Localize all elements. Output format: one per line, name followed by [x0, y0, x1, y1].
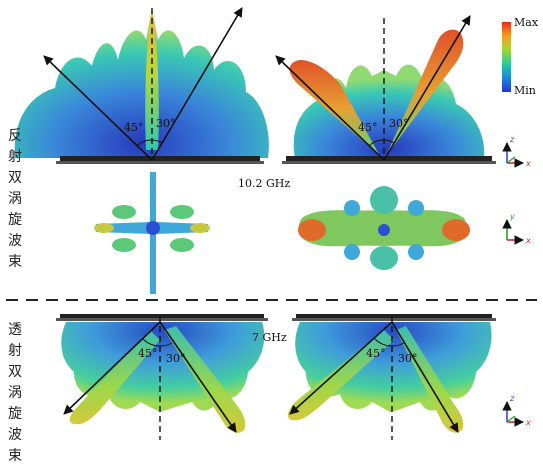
- axis-label-z: z: [509, 394, 515, 403]
- angle-arc-left: [142, 338, 161, 347]
- colorbar-max-label: Max: [514, 16, 539, 29]
- beam-arrow-45: [63, 321, 161, 415]
- center-node: [146, 221, 160, 235]
- angle-arc-left: [136, 139, 153, 147]
- reflection-pattern-right: [289, 29, 485, 158]
- lobe: [112, 205, 136, 219]
- metasurface-plate-edge: [56, 318, 268, 321]
- side-lobe-left-red: [289, 60, 380, 156]
- lobe: [370, 186, 398, 214]
- beam-arrow-30: [159, 321, 237, 433]
- axis-label-x: x: [525, 236, 531, 245]
- transmission-pattern-right: [287, 322, 492, 433]
- axis-triad-xz-top: z x: [502, 135, 531, 168]
- angle-label-45: 45°: [358, 121, 378, 134]
- reflection-pattern-left: [14, 8, 269, 158]
- angle-label-45: 45°: [124, 121, 144, 134]
- angle-label-45: 45°: [366, 347, 386, 360]
- angle-label-30: 30°: [156, 117, 176, 130]
- lobe: [370, 246, 398, 270]
- beam-arrow-45: [275, 55, 385, 161]
- metasurface-plate: [60, 156, 260, 162]
- metasurface-plate-edge: [292, 318, 496, 321]
- axis-triad-xz-bottom: z x: [502, 394, 531, 427]
- reflection-label: 反 射 双 涡 旋 波 束: [8, 128, 22, 270]
- angle-arc-right: [159, 342, 173, 347]
- lobe: [344, 244, 360, 260]
- colorbar: [502, 22, 511, 92]
- angle-arc-right: [151, 139, 163, 144]
- metasurface-plate: [286, 156, 492, 162]
- axis-label-x: x: [525, 159, 531, 168]
- beam-arrow-45: [43, 55, 153, 161]
- axis-triad-xy-mid: y x: [502, 212, 531, 245]
- lobe: [408, 200, 424, 216]
- angle-arc-right: [383, 139, 395, 144]
- frequency-label-top: 10.2 GHz: [238, 177, 291, 190]
- beam-arrow-30: [391, 321, 459, 433]
- axis-label-y: y: [509, 212, 515, 221]
- beam-arrow-30: [383, 15, 471, 161]
- metasurface-plate: [296, 314, 492, 319]
- lobe: [170, 205, 194, 219]
- beam-pattern-figure: 45° 30° 45° 30°: [6, 7, 537, 440]
- main-lobe-down-right: [396, 326, 464, 433]
- axis-label-x: x: [525, 418, 531, 427]
- metasurface-plate-edge: [282, 161, 496, 164]
- main-lobe-down-right: [164, 326, 246, 433]
- main-lobe-down-left: [69, 330, 160, 425]
- angle-label-45: 45°: [138, 347, 158, 360]
- angle-label-30: 30°: [166, 352, 186, 365]
- colorbar-min-label: Min: [514, 84, 536, 97]
- lobe: [190, 223, 210, 233]
- main-lobe-down-left: [287, 330, 394, 421]
- beam-arrow-45: [289, 321, 393, 415]
- metasurface-plate: [60, 314, 264, 319]
- metasurface-plate-edge: [56, 161, 264, 164]
- angle-arc-right: [391, 342, 405, 347]
- angle-arc-left: [368, 139, 385, 147]
- angle-label-30: 30°: [389, 117, 409, 130]
- center-node: [378, 224, 390, 236]
- frequency-label-bottom: 7 GHz: [252, 331, 287, 344]
- top-view-pattern-right: [298, 186, 470, 270]
- lobe-end-red: [298, 219, 326, 241]
- lobe: [170, 238, 194, 252]
- lobe: [344, 200, 360, 216]
- lobe: [112, 238, 136, 252]
- top-view-pattern-left: [94, 172, 210, 294]
- transmission-pattern-left: [61, 322, 265, 433]
- lobe: [94, 223, 114, 233]
- lobe: [408, 244, 424, 260]
- angle-label-30: 30°: [398, 352, 418, 365]
- angle-arc-left: [374, 338, 393, 347]
- axis-label-z: z: [509, 135, 515, 144]
- lobe-end-red: [442, 219, 470, 241]
- lobe-cluster: [14, 8, 269, 158]
- beam-arrow-30: [151, 7, 243, 161]
